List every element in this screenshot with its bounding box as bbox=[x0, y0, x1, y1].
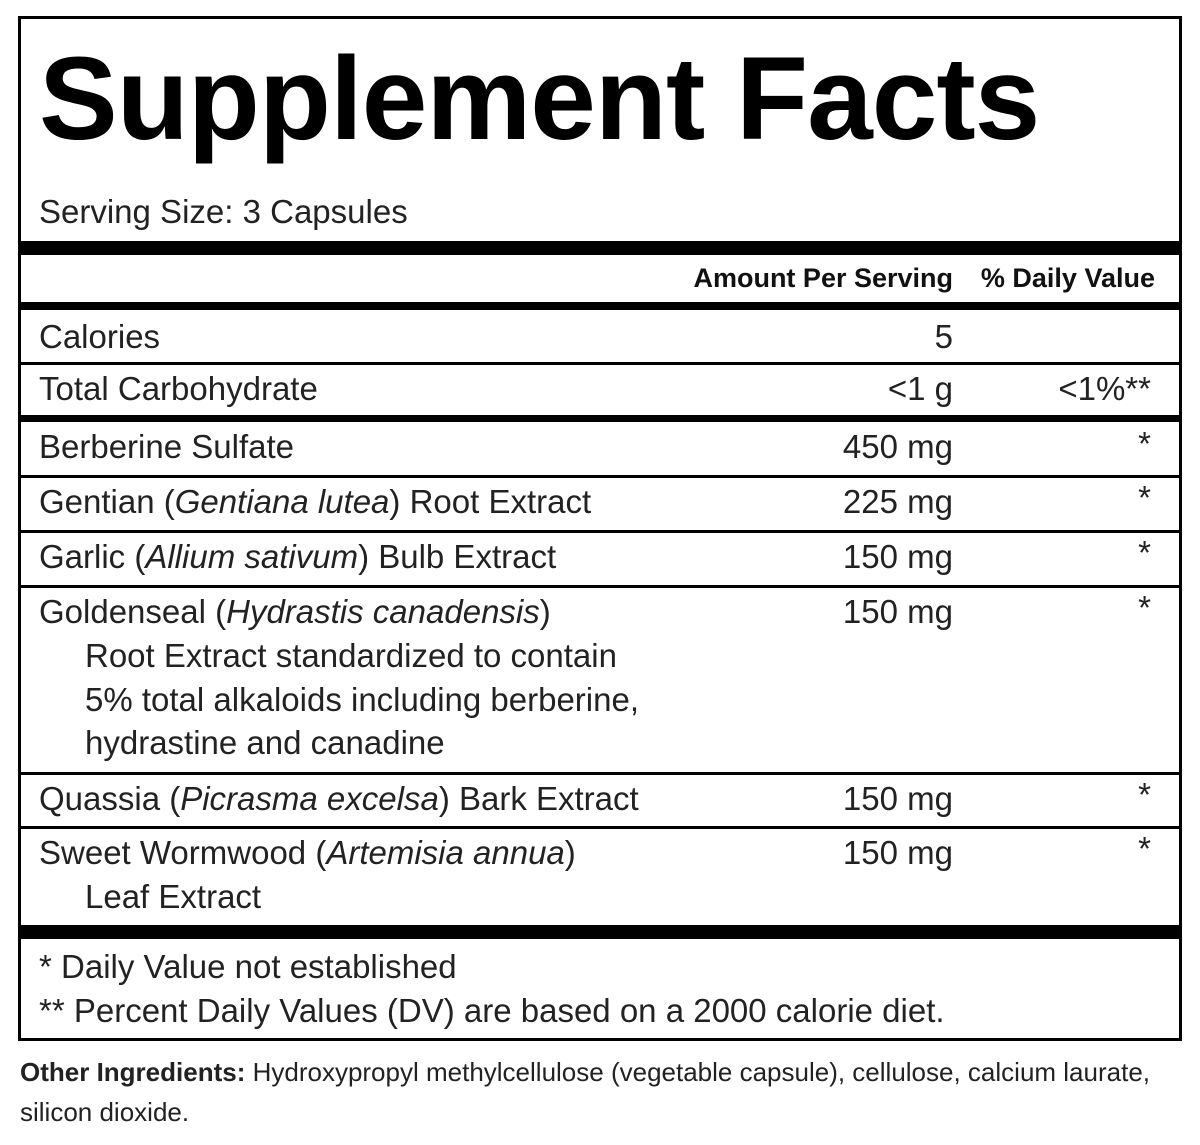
nutrient-row-calories: Calories 5 bbox=[21, 313, 1179, 363]
ingredient-amount: 150 mg bbox=[842, 834, 953, 871]
nutrient-amount: <1 g bbox=[887, 370, 953, 407]
header-daily-value: % Daily Value bbox=[980, 263, 1155, 293]
row-divider bbox=[21, 530, 1179, 533]
ingredient-name: Goldenseal (Hydrastis canadensis) bbox=[39, 593, 551, 630]
divider-header bbox=[21, 302, 1179, 310]
row-divider bbox=[21, 585, 1179, 588]
nutrient-amount: 5 bbox=[934, 318, 953, 355]
supplement-facts-panel: Supplement Facts Serving Size: 3 Capsule… bbox=[18, 16, 1182, 1041]
divider-thick-bottom bbox=[21, 925, 1179, 939]
ingredient-name: Gentian (Gentiana lutea) Root Extract bbox=[39, 483, 592, 520]
row-divider bbox=[21, 826, 1179, 829]
ingredient-row-sweet-wormwood: Sweet Wormwood (Artemisia annua) Leaf Ex… bbox=[21, 829, 1179, 925]
ingredient-amount: 150 mg bbox=[842, 780, 953, 817]
ingredient-detail-line: Leaf Extract bbox=[85, 878, 262, 915]
ingredient-amount: 150 mg bbox=[842, 538, 953, 575]
ingredient-dv: * bbox=[1138, 776, 1151, 813]
ingredient-row-quassia: Quassia (Picrasma excelsa) Bark Extract … bbox=[21, 775, 1179, 827]
ingredient-amount: 450 mg bbox=[842, 428, 953, 465]
footnote-percent-dv: ** Percent Daily Values (DV) are based o… bbox=[39, 992, 945, 1029]
row-divider bbox=[21, 475, 1179, 478]
ingredient-dv: * bbox=[1138, 830, 1151, 867]
ingredient-dv: * bbox=[1138, 479, 1151, 516]
panel-title: Supplement Facts bbox=[39, 33, 1040, 165]
nutrient-name: Total Carbohydrate bbox=[39, 370, 318, 407]
ingredient-row-berberine: Berberine Sulfate 450 mg * bbox=[21, 422, 1179, 476]
nutrient-row-total-carbohydrate: Total Carbohydrate <1 g <1%** bbox=[21, 365, 1179, 415]
ingredient-dv: * bbox=[1138, 589, 1151, 626]
ingredient-detail-line: hydrastine and canadine bbox=[85, 724, 445, 761]
ingredient-dv: * bbox=[1138, 534, 1151, 571]
header-amount-per-serving: Amount Per Serving bbox=[693, 263, 953, 293]
ingredient-amount: 150 mg bbox=[842, 593, 953, 630]
ingredient-row-gentian: Gentian (Gentiana lutea) Root Extract 22… bbox=[21, 478, 1179, 531]
other-ingredients: Other Ingredients: Hydroxypropyl methylc… bbox=[20, 1052, 1180, 1132]
ingredient-name: Berberine Sulfate bbox=[39, 428, 294, 465]
ingredient-detail-line: 5% total alkaloids including berberine, bbox=[85, 681, 640, 718]
ingredient-name: Sweet Wormwood (Artemisia annua) bbox=[39, 834, 576, 871]
row-divider bbox=[21, 772, 1179, 775]
ingredient-name: Garlic (Allium sativum) Bulb Extract bbox=[39, 538, 557, 575]
ingredient-row-goldenseal: Goldenseal (Hydrastis canadensis) Root E… bbox=[21, 588, 1179, 772]
nutrient-name: Calories bbox=[39, 318, 161, 355]
ingredient-amount: 225 mg bbox=[842, 483, 953, 520]
footnote-dv-not-established: * Daily Value not established bbox=[39, 948, 457, 985]
ingredient-detail-line: Root Extract standardized to contain bbox=[85, 637, 617, 674]
ingredient-dv: * bbox=[1138, 425, 1151, 462]
other-ingredients-text: Hydroxypropyl methylcellulose (vegetable… bbox=[20, 1057, 1151, 1127]
nutrient-dv: <1%** bbox=[1058, 370, 1151, 407]
row-divider bbox=[21, 362, 1179, 365]
ingredient-row-garlic: Garlic (Allium sativum) Bulb Extract 150… bbox=[21, 533, 1179, 586]
other-ingredients-label: Other Ingredients: bbox=[20, 1057, 246, 1087]
serving-size: Serving Size: 3 Capsules bbox=[39, 193, 408, 230]
divider-thick-top bbox=[21, 241, 1179, 255]
ingredient-name: Quassia (Picrasma excelsa) Bark Extract bbox=[39, 780, 639, 817]
divider-medium bbox=[21, 415, 1179, 422]
